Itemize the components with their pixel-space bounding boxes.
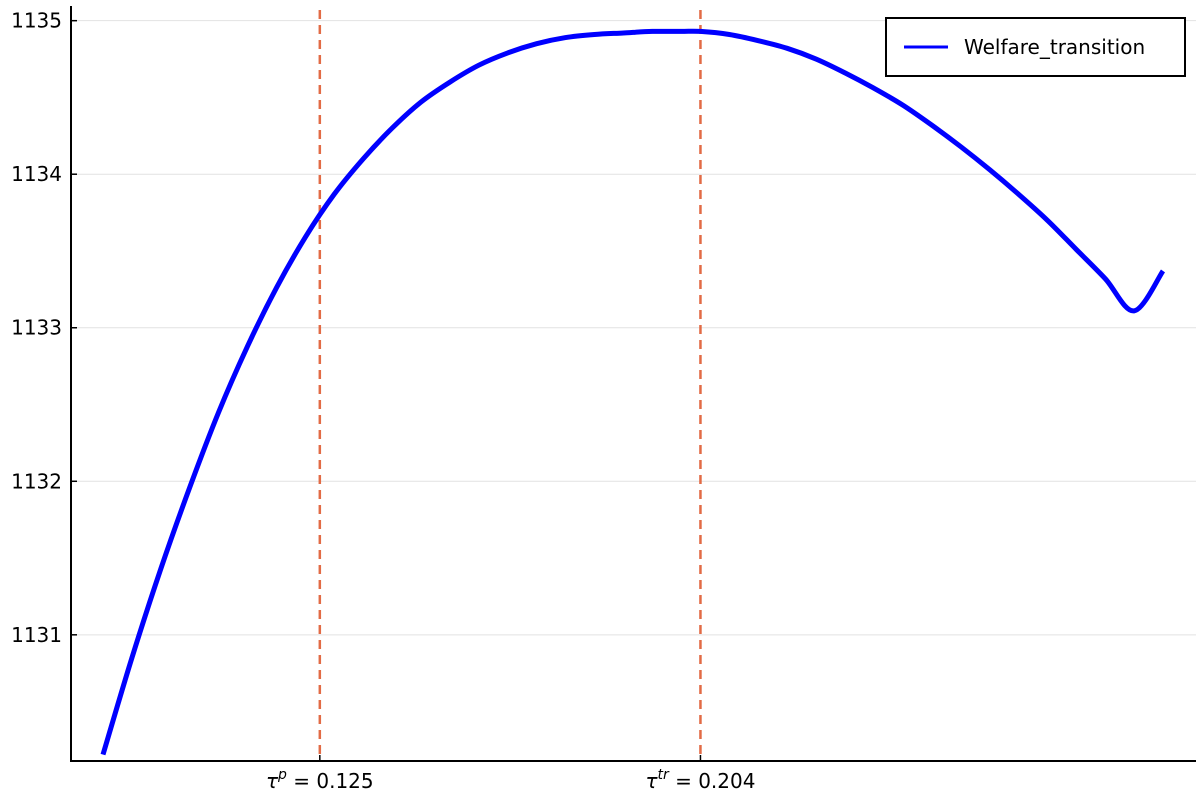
legend-label: Welfare_transition	[964, 35, 1145, 59]
legend: Welfare_transition	[885, 17, 1186, 77]
y-tick-labels: 1131 1132 1133 1134 1135	[11, 9, 77, 647]
y-tick-label: 1135	[11, 9, 62, 33]
series-layer	[100, 28, 1166, 756]
y-tick-label: 1131	[11, 623, 62, 647]
axes	[70, 6, 1196, 762]
x-tick-label: τtr = 0.204	[645, 767, 755, 793]
y-tick-label: 1132	[11, 469, 62, 493]
x-tick-labels: τp = 0.125 τtr = 0.204	[266, 755, 755, 793]
y-tick-label: 1134	[11, 162, 62, 186]
x-tick-label: τp = 0.125	[266, 767, 374, 793]
reference-lines	[318, 10, 702, 761]
y-tick-label: 1133	[11, 316, 62, 340]
y-gridlines	[71, 20, 1196, 636]
series-line-welfare-transition	[100, 28, 1166, 756]
